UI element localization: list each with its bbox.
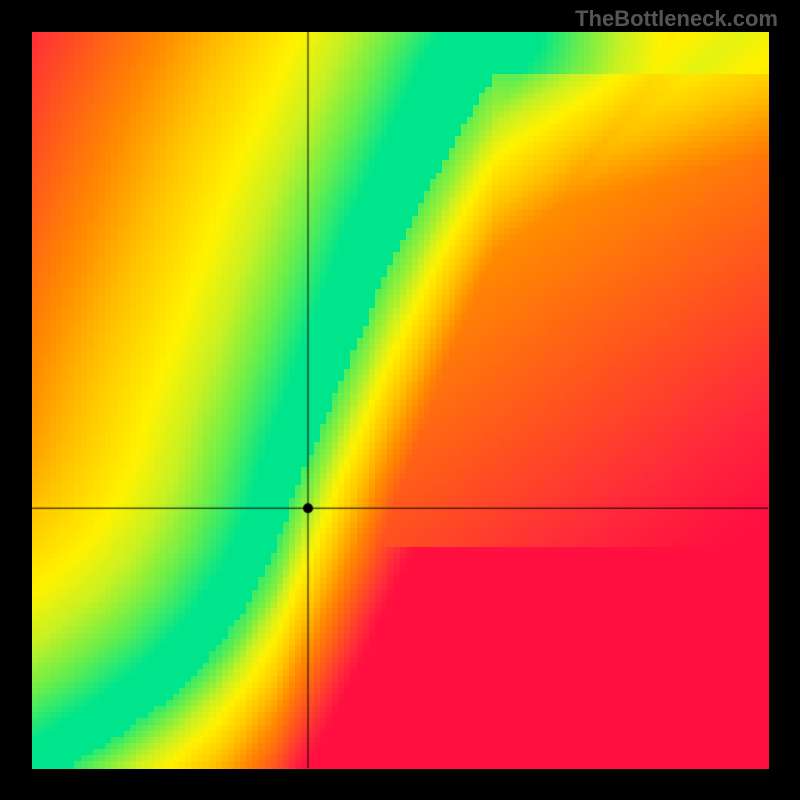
heatmap-canvas xyxy=(0,0,800,800)
watermark-text: TheBottleneck.com xyxy=(575,6,778,32)
chart-container: { "watermark": { "text": "TheBottleneck.… xyxy=(0,0,800,800)
